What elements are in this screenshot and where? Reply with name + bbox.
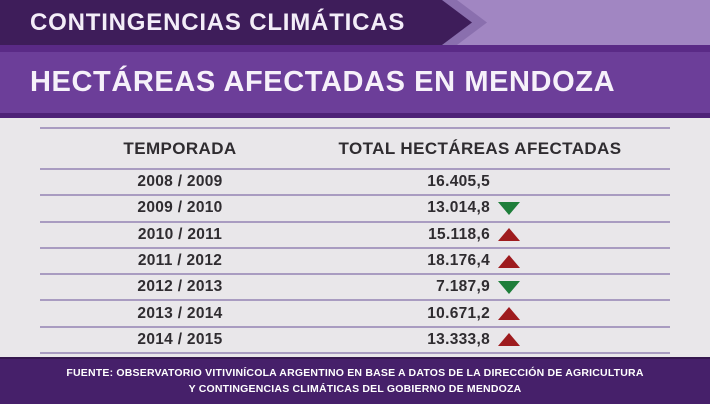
season-cell: 2012 / 2013 xyxy=(137,278,223,296)
trend-down-icon xyxy=(498,201,520,215)
source-line-2: Y CONTINGENCIAS CLIMÁTICAS DEL GOBIERNO … xyxy=(188,382,522,395)
top-strip: CONTINGENCIAS CLIMÁTICAS xyxy=(0,0,710,45)
total-cell: 18.176,4 xyxy=(320,252,670,270)
data-table: TEMPORADA TOTAL HECTÁREAS AFECTADAS 2008… xyxy=(40,118,670,355)
season-cell: 2013 / 2014 xyxy=(137,304,223,322)
total-value: 13.014,8 xyxy=(427,199,490,217)
trend-up-icon xyxy=(498,307,520,321)
table-row: 2014 / 2015 13.333,8 xyxy=(40,328,670,355)
table-row: 2012 / 2013 7.187,9 xyxy=(40,275,670,302)
season-cell: 2011 / 2012 xyxy=(137,252,223,270)
column-header-total: TOTAL HECTÁREAS AFECTADAS xyxy=(338,138,622,158)
total-cell: 15.118,6 xyxy=(320,226,670,244)
column-header-temporada: TEMPORADA xyxy=(123,138,237,158)
trend-up-icon xyxy=(498,333,520,347)
total-cell: 10.671,2 xyxy=(320,305,670,323)
table-row: 2009 / 2010 13.014,8 xyxy=(40,196,670,223)
total-value: 10.671,2 xyxy=(427,304,490,322)
table-row: 2011 / 2012 18.176,4 xyxy=(40,249,670,276)
total-value: 13.333,8 xyxy=(427,330,490,348)
season-cell: 2008 / 2009 xyxy=(137,173,223,191)
source-footer: FUENTE: OBSERVATORIO VITIVINÍCOLA ARGENT… xyxy=(0,357,710,404)
trend-up-icon xyxy=(498,254,520,268)
total-cell: 7.187,9 xyxy=(320,278,670,296)
table-row: 2008 / 2009 16.405,5 xyxy=(40,170,670,197)
total-cell: 13.333,8 xyxy=(320,331,670,349)
table-top-line xyxy=(40,127,670,129)
section-banner: CONTINGENCIAS CLIMÁTICAS xyxy=(0,0,472,45)
table-body: 2008 / 2009 16.405,5 2009 / 2010 13.014,… xyxy=(40,170,670,355)
table-row: 2013 / 2014 10.671,2 xyxy=(40,301,670,328)
trend-down-icon xyxy=(498,280,520,294)
total-value: 16.405,5 xyxy=(427,173,490,191)
total-value: 15.118,6 xyxy=(428,225,490,243)
season-cell: 2014 / 2015 xyxy=(137,330,223,348)
total-value: 7.187,9 xyxy=(436,278,490,296)
section-banner-label: CONTINGENCIAS CLIMÁTICAS xyxy=(30,8,406,36)
total-cell: 16.405,5 xyxy=(320,173,670,191)
table-row: 2010 / 2011 15.118,6 xyxy=(40,223,670,249)
title-band: HECTÁREAS AFECTADAS EN MENDOZA xyxy=(0,45,710,118)
season-cell: 2010 / 2011 xyxy=(137,225,223,243)
total-cell: 13.014,8 xyxy=(320,199,670,217)
total-value: 18.176,4 xyxy=(427,252,490,270)
page-title: HECTÁREAS AFECTADAS EN MENDOZA xyxy=(30,66,616,98)
trend-up-icon xyxy=(498,228,520,242)
table-header-row: TEMPORADA TOTAL HECTÁREAS AFECTADAS xyxy=(40,129,670,168)
season-cell: 2009 / 2010 xyxy=(137,199,223,217)
header-underline xyxy=(40,168,670,170)
source-line-1: FUENTE: OBSERVATORIO VITIVINÍCOLA ARGENT… xyxy=(66,367,644,380)
